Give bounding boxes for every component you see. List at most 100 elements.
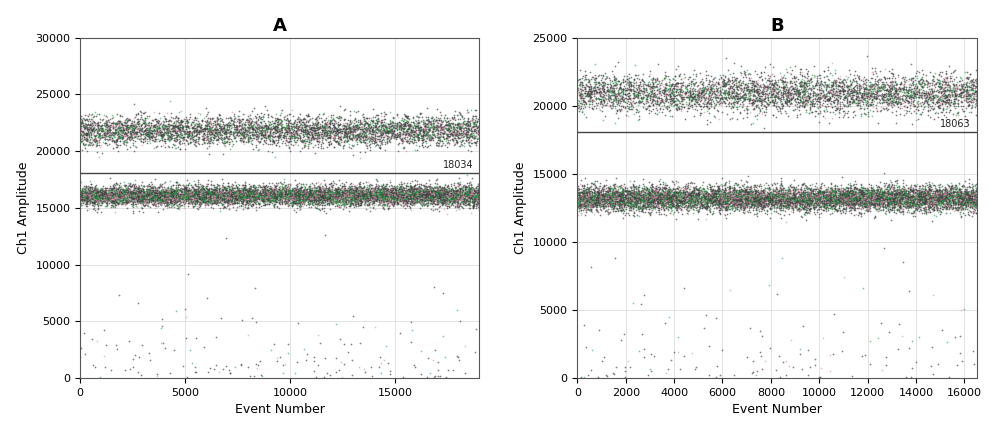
Point: [365, 213, 381, 220]
Point: [156, 137, 172, 144]
Point: [281, 183, 297, 190]
Point: [875, 203, 891, 210]
Point: [281, 144, 297, 151]
Point: [120, 116, 136, 123]
Point: [859, 336, 875, 343]
Point: [716, 102, 732, 109]
Point: [769, 202, 785, 209]
Point: [603, 60, 619, 67]
Point: [351, 213, 367, 220]
Point: [154, 197, 170, 204]
Point: [192, 183, 208, 190]
Point: [842, 183, 858, 190]
Point: [221, 197, 237, 204]
Point: [961, 180, 977, 187]
Point: [131, 207, 147, 214]
Point: [325, 209, 341, 216]
Point: [348, 98, 364, 105]
Point: [629, 187, 645, 194]
Point: [629, 179, 645, 186]
Point: [929, 260, 945, 267]
Point: [325, 153, 341, 160]
Point: [165, 336, 181, 343]
Point: [569, 51, 585, 58]
Point: [465, 134, 481, 141]
Point: [581, 196, 597, 203]
Point: [832, 102, 848, 109]
Point: [309, 134, 325, 141]
Point: [912, 162, 928, 169]
Point: [643, 87, 659, 94]
Point: [179, 107, 195, 113]
Point: [799, 345, 815, 352]
Point: [297, 189, 313, 196]
Point: [115, 132, 131, 139]
Point: [892, 358, 908, 365]
Point: [676, 39, 692, 45]
Point: [99, 191, 115, 197]
Point: [850, 196, 866, 203]
Point: [789, 362, 805, 369]
Point: [863, 84, 879, 90]
Point: [705, 194, 721, 201]
Point: [113, 186, 129, 193]
Point: [272, 298, 288, 305]
Point: [958, 87, 974, 94]
Point: [237, 120, 253, 127]
Point: [451, 268, 467, 275]
Point: [929, 189, 945, 196]
Point: [285, 122, 301, 129]
Point: [366, 187, 382, 194]
Point: [138, 190, 154, 197]
Point: [317, 120, 333, 127]
Point: [599, 311, 615, 318]
Point: [909, 307, 925, 313]
Point: [832, 328, 848, 335]
Point: [218, 186, 234, 193]
Point: [132, 123, 148, 130]
Point: [951, 184, 967, 191]
Point: [347, 123, 363, 129]
Point: [109, 191, 125, 198]
Point: [573, 370, 589, 377]
Point: [729, 193, 745, 200]
Point: [939, 226, 955, 233]
Point: [265, 51, 281, 58]
Point: [751, 197, 767, 204]
Point: [468, 60, 484, 67]
Point: [880, 199, 896, 206]
Point: [382, 136, 398, 142]
Point: [845, 197, 861, 204]
Point: [99, 264, 115, 271]
Point: [429, 141, 445, 148]
Point: [295, 68, 311, 75]
Point: [238, 290, 254, 297]
Point: [863, 192, 879, 199]
Point: [324, 192, 340, 199]
Point: [756, 200, 772, 207]
Point: [659, 200, 675, 207]
Point: [962, 264, 978, 271]
Point: [940, 94, 956, 101]
Point: [411, 183, 427, 190]
Point: [371, 294, 387, 301]
Point: [968, 87, 984, 94]
Point: [80, 130, 96, 137]
Point: [342, 51, 358, 58]
Point: [324, 188, 340, 195]
Point: [834, 191, 850, 198]
Point: [397, 112, 413, 119]
Point: [309, 121, 325, 128]
Point: [218, 190, 234, 197]
Point: [129, 128, 145, 135]
Point: [389, 190, 405, 197]
Point: [735, 196, 751, 203]
Point: [729, 93, 745, 100]
Point: [188, 117, 204, 124]
Point: [378, 145, 394, 152]
Point: [334, 188, 350, 195]
Point: [649, 193, 665, 200]
Point: [629, 153, 645, 160]
Point: [769, 162, 785, 169]
Point: [445, 204, 461, 211]
